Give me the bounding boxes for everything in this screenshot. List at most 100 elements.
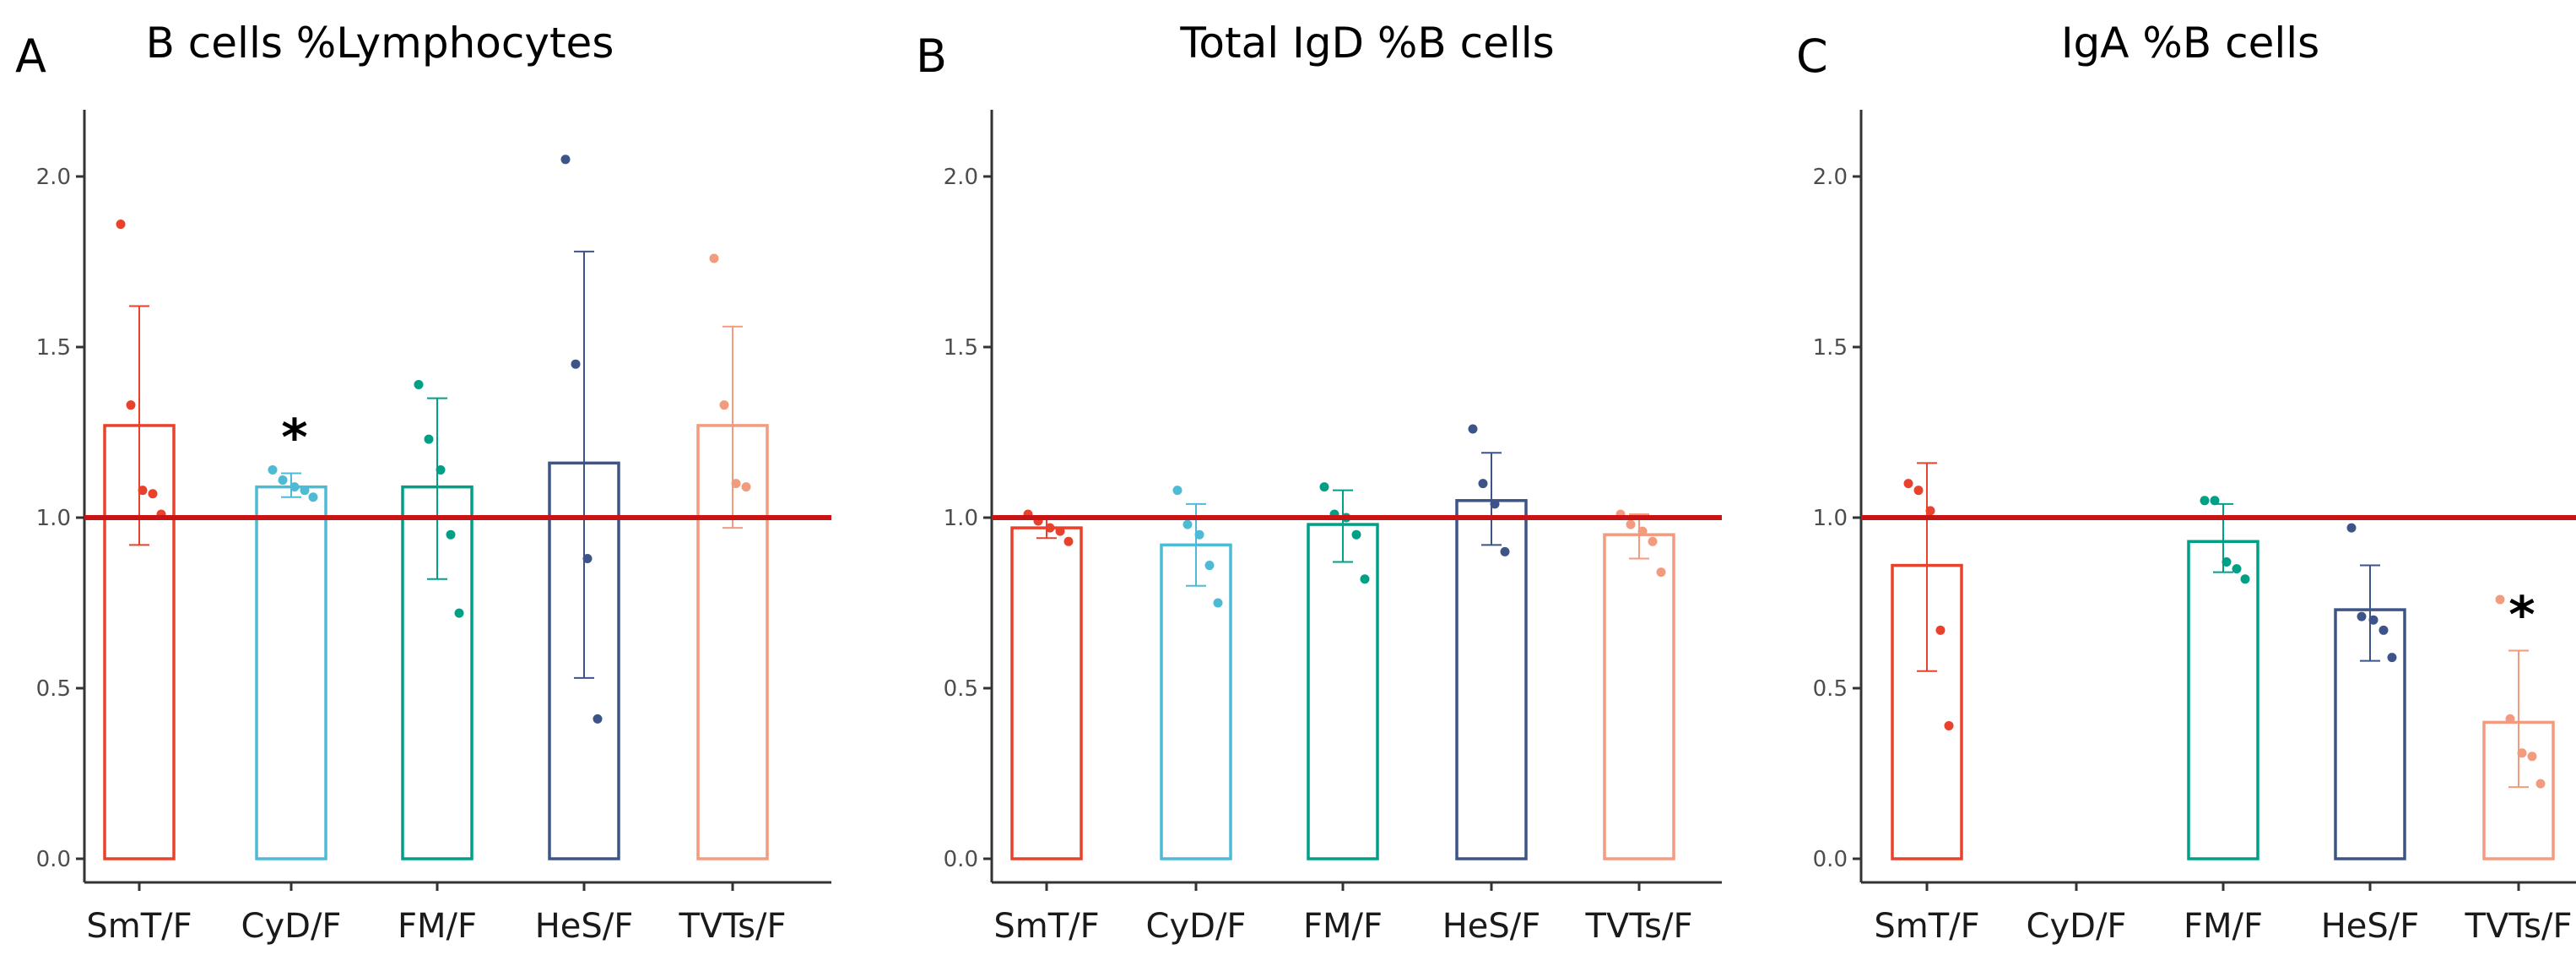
- panel-b-y-tick-label: 0.0: [944, 847, 978, 872]
- panel-a-data-point: [719, 400, 729, 410]
- panel-b-bar: [1160, 543, 1232, 860]
- panel-c-significance-marker: *: [2508, 586, 2535, 645]
- panel-c-letter: C: [1796, 30, 1828, 83]
- panel-c-data-point: [1913, 486, 1924, 496]
- panel-b-data-point: [1194, 529, 1204, 540]
- panel-b-data-point: [1351, 529, 1361, 540]
- panel-a-y-tick-label: 0.0: [36, 847, 71, 872]
- panel-a-data-point: [126, 400, 136, 410]
- panel-c-data-point: [1935, 625, 1946, 635]
- panel-b-data-point: [1626, 519, 1636, 529]
- panel-c-bar: [2187, 540, 2259, 860]
- panel-b-data-point: [1478, 479, 1488, 489]
- panel-b-bar: [1455, 499, 1528, 860]
- panel-c-y-tick-label: 2.0: [1813, 165, 1848, 190]
- panel-a-data-point: [436, 464, 446, 475]
- panel-b-x-tick-label: CyD/F: [1146, 907, 1247, 946]
- panel-a-data-point: [593, 714, 603, 724]
- panel-c-data-point: [2240, 574, 2250, 584]
- panel-b-data-point: [1648, 536, 1658, 546]
- panel-a-data-point: [454, 608, 464, 618]
- panel-b-y-tick-label: 0.5: [944, 676, 978, 702]
- panel-a-significance-marker: *: [281, 408, 307, 467]
- panel-a-x-tick-label: SmT/F: [86, 907, 192, 946]
- panel-b-data-point: [1213, 598, 1223, 608]
- panel-b-letter: B: [916, 30, 947, 83]
- panel-c-data-point: [2378, 625, 2389, 635]
- panel-a-data-point: [582, 553, 593, 563]
- panel-b-data-point: [1360, 574, 1370, 584]
- panel-a-y-tick-label: 2.0: [36, 165, 71, 190]
- panel-c-data-point: [2210, 496, 2220, 506]
- panel-a-y-tick-label: 0.5: [36, 676, 71, 702]
- panel-c-x-tick-label: CyD/F: [2027, 907, 2127, 946]
- panel-c-y-tick-label: 0.5: [1813, 676, 1848, 702]
- panel-b-y-tick-label: 1.0: [944, 506, 978, 531]
- panel-c-data-point: [2527, 752, 2537, 762]
- panel-c-x-tick-label: TVTs/F: [2465, 907, 2573, 946]
- panel-b-data-point: [1490, 499, 1500, 509]
- panel-a-x-tick-label: FM/F: [398, 907, 477, 946]
- panel-c-data-point: [2222, 557, 2232, 567]
- panel-c-y-tick-label: 1.5: [1813, 335, 1848, 361]
- panel-a-data-point: [290, 482, 300, 492]
- panel-c-data-point: [2517, 748, 2527, 758]
- panel-b-data-point: [1172, 486, 1182, 496]
- panel-b-x-tick-label: SmT/F: [993, 907, 1099, 946]
- panel-b-title: Total IgD %B cells: [1179, 19, 1554, 68]
- panel-a-data-point: [571, 359, 581, 369]
- panel-a-y-tick-label: 1.0: [36, 506, 71, 531]
- panel-b-data-point: [1468, 424, 1478, 434]
- panel-c-data-point: [2505, 714, 2515, 724]
- panel-c-title: IgA %B cells: [2061, 19, 2319, 68]
- panel-b-data-point: [1055, 526, 1065, 536]
- panel-b-data-point: [1045, 523, 1055, 533]
- panel-b-data-point: [1500, 546, 1510, 556]
- panel-b-data-point: [1204, 561, 1215, 571]
- panel-a-data-point: [560, 155, 571, 165]
- panel-a-data-point: [278, 475, 288, 486]
- panel-b-bar: [1010, 526, 1083, 860]
- panel-a-y-tick-label: 1.5: [36, 335, 71, 361]
- panel-b-data-point: [1182, 519, 1193, 529]
- panel-a-data-point: [308, 492, 318, 502]
- panel-a-x-tick-label: TVTs/F: [679, 907, 787, 946]
- panel-c-data-point: [2232, 564, 2242, 574]
- panel-c-x-tick-label: FM/F: [2184, 907, 2263, 946]
- panel-c-data-point: [2368, 615, 2378, 625]
- panel-b-data-point: [1063, 536, 1074, 546]
- panel-c-y-tick-label: 1.0: [1813, 506, 1848, 531]
- panel-a-data-point: [424, 434, 434, 444]
- panel-a-data-point: [138, 486, 148, 496]
- panel-b-bar: [1603, 533, 1675, 860]
- panel-a-data-point: [268, 464, 278, 475]
- panel-c-data-point: [2535, 779, 2546, 789]
- panel-a-data-point: [300, 486, 310, 496]
- panel-a-data-point: [148, 489, 158, 499]
- panel-c-data-point: [2357, 611, 2367, 621]
- panel-c-data-point: [2346, 523, 2357, 533]
- panel-b-bar: [1307, 523, 1379, 860]
- panel-c-x-tick-label: HeS/F: [2321, 907, 2420, 946]
- panel-b-y-tick-label: 1.5: [944, 335, 978, 361]
- panel-b-x-tick-label: HeS/F: [1442, 907, 1541, 946]
- panel-c-x-tick-label: SmT/F: [1874, 907, 1979, 946]
- panel-b-data-point: [1637, 526, 1648, 536]
- panel-c-data-point: [2200, 496, 2210, 506]
- panel-b-data-point: [1319, 482, 1329, 492]
- panel-a-letter: A: [15, 30, 46, 83]
- panel-a-data-point: [116, 220, 126, 230]
- panel-a-data-point: [446, 529, 456, 540]
- panel-c-data-point: [1944, 720, 1954, 730]
- panel-a-data-point: [731, 479, 741, 489]
- panel-b-y-tick-label: 2.0: [944, 165, 978, 190]
- panel-c-data-point: [2387, 653, 2397, 663]
- panel-a-bar: [255, 485, 327, 860]
- panel-a-data-point: [741, 482, 751, 492]
- panel-c-y-tick-label: 0.0: [1813, 847, 1848, 872]
- panel-a-title: B cells %Lymphocytes: [146, 19, 614, 68]
- panel-a-data-point: [709, 253, 719, 263]
- panel-c-data-point: [2495, 594, 2505, 605]
- panel-a-x-tick-label: CyD/F: [241, 907, 342, 946]
